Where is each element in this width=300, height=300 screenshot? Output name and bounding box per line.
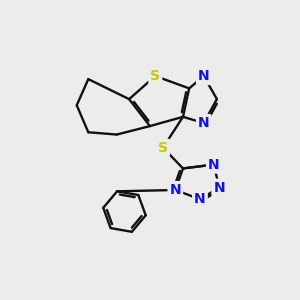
Text: N: N (213, 181, 225, 195)
Text: S: S (158, 141, 168, 155)
Text: N: N (198, 116, 210, 130)
Text: N: N (198, 69, 210, 83)
Text: S: S (150, 69, 160, 83)
Text: N: N (208, 158, 220, 172)
Text: N: N (194, 192, 206, 206)
Text: N: N (169, 183, 181, 197)
